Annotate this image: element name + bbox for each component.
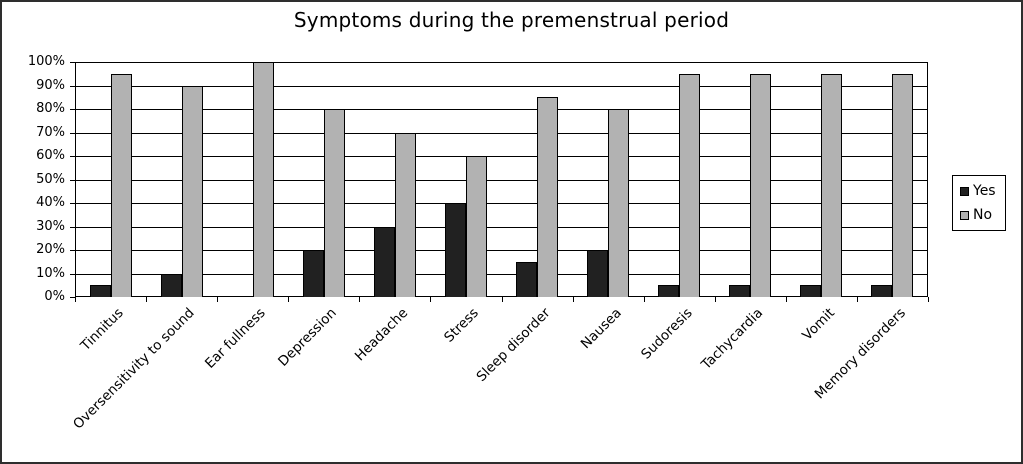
bar-yes-memory-disorders [871, 285, 893, 297]
bar-no-memory-disorders [892, 73, 914, 297]
legend-label-yes: Yes [973, 183, 996, 199]
y-tick-mark-50 [70, 179, 75, 181]
x-axis-label-tachycardia: Tachycardia [698, 305, 767, 373]
legend-swatch-no [960, 210, 969, 220]
y-tick-label-90: 90% [36, 77, 65, 93]
bar-yes-depression [302, 250, 324, 297]
bar-no-headache [394, 132, 416, 297]
x-axis-label-vomit: Vomit [799, 305, 838, 344]
gridline-70 [75, 132, 928, 134]
bar-no-tachycardia [750, 73, 772, 297]
x-axis-label-tinnitus: Tinnitus [77, 305, 127, 355]
x-tick-mark-5 [430, 297, 432, 302]
bar-no-stress [465, 156, 487, 297]
bar-no-sleep-disorder [537, 97, 559, 297]
y-tick-label-0: 0% [44, 289, 65, 304]
y-tick-label-20: 20% [36, 242, 65, 257]
bar-yes-sleep-disorder [516, 261, 538, 297]
bar-no-nausea [608, 109, 630, 297]
y-tick-mark-40 [70, 203, 75, 204]
x-axis-label-sudoresis: Sudoresis [638, 305, 696, 363]
y-tick-label-80: 80% [36, 101, 65, 116]
x-axis-label-nausea: Nausea [577, 305, 625, 353]
x-tick-mark-11 [856, 297, 858, 302]
legend-swatch-yes [960, 186, 969, 196]
x-tick-mark-4 [359, 297, 361, 302]
x-axis-label-headache: Headache [351, 305, 412, 365]
x-axis-label-sleep-disorder: Sleep disorder [473, 305, 554, 386]
bar-yes-stress [444, 203, 466, 297]
x-tick-mark-3 [288, 297, 290, 302]
x-tick-mark-6 [501, 297, 503, 302]
x-tick-mark-10 [785, 297, 787, 302]
x-tick-mark-12 [928, 297, 929, 302]
y-tick-mark-70 [70, 132, 75, 134]
gridline-20 [75, 250, 928, 251]
y-tick-label-50: 50% [36, 171, 65, 187]
x-tick-mark-0 [75, 297, 76, 302]
bar-no-sudoresis [679, 73, 701, 297]
bar-no-ear-fullness [252, 62, 274, 297]
bar-yes-headache [373, 226, 395, 297]
y-tick-mark-20 [70, 250, 75, 251]
x-axis-label-ear-fullness: Ear fullness [202, 305, 270, 372]
x-tick-mark-8 [643, 297, 645, 302]
x-tick-mark-2 [217, 297, 219, 302]
gridline-80 [75, 109, 928, 110]
x-axis-label-depression: Depression [275, 305, 341, 370]
bar-yes-sudoresis [658, 285, 680, 297]
x-axis-label-oversensitivity-to-sound: Oversensitivity to sound [70, 305, 198, 433]
legend: Yes No [952, 175, 1006, 231]
y-tick-label-30: 30% [36, 218, 65, 234]
y-tick-label-70: 70% [36, 124, 65, 140]
y-tick-label-100: 100% [27, 54, 65, 69]
bar-yes-tachycardia [729, 285, 751, 297]
bar-no-vomit [821, 73, 843, 297]
y-tick-label-40: 40% [36, 195, 65, 210]
gridline-60 [75, 156, 928, 157]
bar-yes-tinnitus [89, 285, 111, 297]
gridline-90 [75, 85, 928, 87]
bar-no-depression [323, 109, 345, 297]
y-tick-mark-10 [70, 273, 75, 275]
gridline-30 [75, 226, 928, 228]
y-tick-mark-30 [70, 226, 75, 228]
legend-entry-no: No [960, 208, 996, 222]
y-tick-mark-60 [70, 156, 75, 157]
bar-yes-oversensitivity-to-sound [160, 273, 182, 297]
bar-no-tinnitus [110, 73, 132, 297]
plot-area [75, 62, 928, 297]
x-tick-mark-1 [146, 297, 148, 302]
legend-entry-yes: Yes [960, 184, 996, 198]
bar-yes-vomit [800, 285, 822, 297]
gridline-10 [75, 273, 928, 275]
bar-no-oversensitivity-to-sound [181, 85, 203, 297]
y-tick-label-60: 60% [36, 148, 65, 163]
gridline-40 [75, 203, 928, 204]
gridline-50 [75, 179, 928, 181]
y-tick-label-10: 10% [36, 265, 65, 281]
y-tick-mark-80 [70, 109, 75, 110]
legend-label-no: No [973, 207, 993, 223]
bar-yes-nausea [587, 250, 609, 297]
y-tick-mark-0 [70, 297, 75, 298]
y-tick-mark-100 [70, 62, 75, 63]
x-tick-mark-7 [572, 297, 574, 302]
x-tick-mark-9 [714, 297, 716, 302]
chart-title: Symptoms during the premenstrual period [293, 8, 730, 32]
x-axis-label-stress: Stress [441, 305, 483, 346]
y-tick-mark-90 [70, 85, 75, 87]
